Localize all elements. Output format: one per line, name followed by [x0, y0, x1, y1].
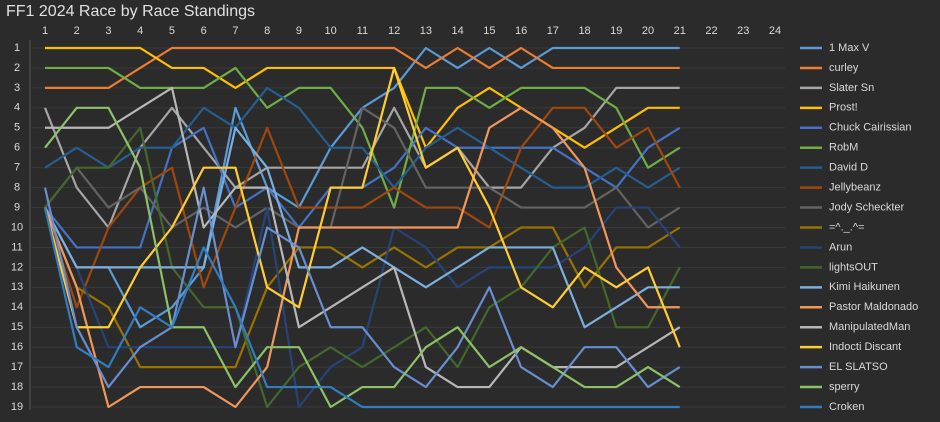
x-tick-label: 4 — [137, 25, 143, 37]
x-tick-label: 14 — [451, 25, 463, 37]
y-tick-label: 2 — [14, 62, 20, 74]
y-tick-label: 14 — [11, 301, 23, 313]
series-line — [44, 206, 681, 409]
x-tick-label: 21 — [674, 25, 686, 37]
x-tick-label: 9 — [296, 25, 302, 37]
y-tick-label: 1 — [14, 42, 20, 54]
x-tick-label: 1 — [42, 25, 48, 37]
x-tick-label: 13 — [420, 25, 432, 37]
x-tick-label: 6 — [201, 25, 207, 37]
y-tick-label: 13 — [11, 281, 23, 293]
series-line — [44, 126, 681, 409]
legend-label: sperry — [829, 381, 860, 393]
x-tick-label: 15 — [483, 25, 495, 37]
legend-label: =^._.^= — [829, 221, 864, 233]
y-tick-label: 6 — [14, 142, 20, 154]
y-tick-label: 10 — [11, 221, 23, 233]
legend-label: Prost! — [829, 102, 858, 114]
series-line — [43, 106, 680, 409]
y-tick-label: 4 — [14, 102, 20, 114]
legend-label: Kimi Haikunen — [829, 281, 900, 293]
y-tick-label: 7 — [14, 162, 20, 174]
x-tick-label: 22 — [705, 25, 717, 37]
series-line — [45, 46, 680, 149]
chart-title: FF1 2024 Race by Race Standings — [6, 3, 255, 20]
legend-label: Jody Scheckter — [829, 201, 905, 213]
x-tick-label: 23 — [737, 25, 749, 37]
x-tick-label: 8 — [264, 25, 270, 37]
y-tick-label: 12 — [11, 261, 23, 273]
series-line — [45, 86, 681, 389]
series-line — [43, 106, 681, 309]
x-tick-label: 19 — [610, 25, 622, 37]
x-tick-label: 18 — [578, 25, 590, 37]
series-line — [44, 106, 681, 229]
y-tick-label: 5 — [14, 122, 20, 134]
series-line — [43, 186, 681, 389]
legend-label: Pastor Maldonado — [829, 301, 918, 313]
legend-label: Slater Sn — [829, 82, 874, 94]
series-line — [44, 126, 680, 329]
legend-label: lightsOUT — [829, 261, 878, 273]
legend-label: ManipulatedMan — [829, 321, 910, 333]
x-tick-label: 11 — [357, 25, 368, 37]
x-tick-label: 3 — [105, 25, 111, 37]
legend-label: David D — [829, 162, 868, 174]
x-tick-label: 16 — [515, 25, 527, 37]
legend-label: EL SLATSO — [829, 361, 888, 373]
legend-label: Indocti Discant — [829, 341, 901, 353]
y-tick-label: 9 — [14, 201, 20, 213]
y-tick-label: 11 — [11, 241, 22, 253]
legend-label: Chuck Cairissian — [829, 122, 912, 134]
x-tick-label: 7 — [232, 25, 238, 37]
series-line — [43, 207, 680, 409]
series-line — [44, 106, 681, 409]
legend-label: curley — [829, 62, 859, 74]
x-tick-label: 20 — [642, 25, 654, 37]
legend-label: Jellybeanz — [829, 182, 881, 194]
x-tick-label: 12 — [388, 25, 400, 37]
series-line — [45, 66, 681, 209]
legend-label: 1 Max V — [829, 42, 870, 54]
x-tick-label: 10 — [325, 25, 337, 37]
legend-label: Croken — [829, 401, 864, 413]
legend-label: Arun — [829, 241, 852, 253]
series-line — [45, 46, 680, 89]
series-line — [43, 66, 681, 348]
y-tick-label: 16 — [11, 341, 23, 353]
y-tick-label: 8 — [14, 182, 20, 194]
x-tick-label: 17 — [547, 25, 559, 37]
x-tick-label: 5 — [169, 25, 175, 37]
y-tick-label: 3 — [14, 82, 20, 94]
x-tick-label: 24 — [769, 25, 781, 37]
series-line — [43, 86, 680, 229]
y-tick-label: 19 — [11, 401, 23, 413]
y-tick-label: 17 — [11, 361, 23, 373]
y-tick-label: 18 — [11, 381, 23, 393]
legend-label: RobM — [829, 142, 858, 154]
series-line — [43, 207, 681, 369]
y-tick-label: 15 — [11, 321, 23, 333]
x-tick-label: 2 — [74, 25, 80, 37]
series-line — [44, 86, 681, 189]
